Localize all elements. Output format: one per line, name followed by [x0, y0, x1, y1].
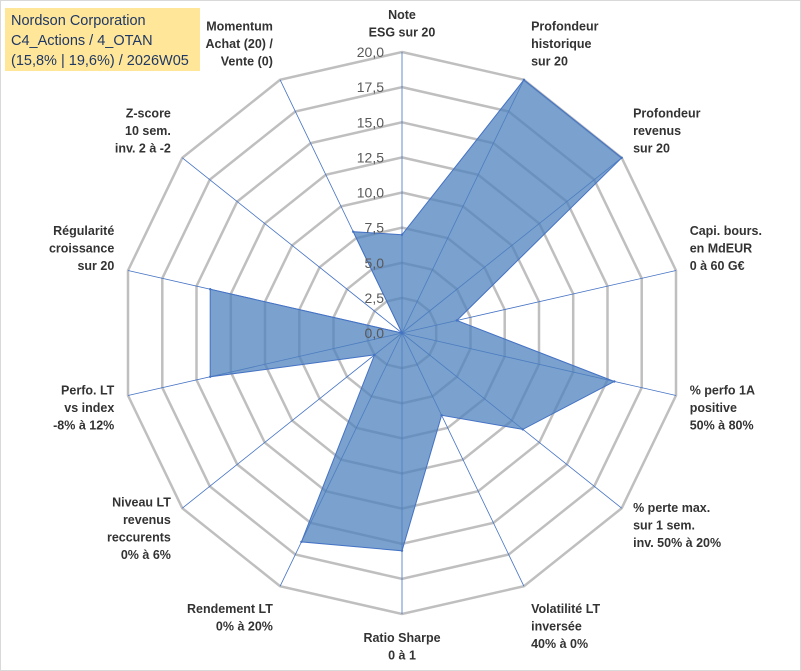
tick-label: 5,0	[365, 255, 385, 271]
axis-label: inv. 2 à -2	[115, 142, 171, 156]
tick-label: 10,0	[357, 185, 384, 201]
axis-label: % perfo 1A	[690, 383, 755, 397]
tick-label: 12,5	[357, 149, 384, 165]
axis-label: Momentum	[206, 20, 273, 34]
portfolio-info: C4_Actions / 4_OTAN	[11, 33, 153, 49]
axis-label: Volatilité LT	[531, 602, 600, 616]
data-point	[300, 540, 303, 544]
axis-label: 10 sem.	[125, 124, 171, 138]
info-box: Nordson Corporation C4_Actions / 4_OTAN …	[5, 8, 200, 71]
axis-label: sur 20	[77, 259, 114, 273]
axis-label: Profondeur	[531, 20, 598, 34]
data-point	[400, 233, 404, 236]
axis-label: revenus	[123, 513, 171, 527]
series-area	[209, 79, 623, 552]
data-point	[613, 380, 616, 383]
axis-label: Profondeur	[633, 107, 700, 121]
tick-label: 2,5	[365, 290, 385, 306]
axis-label: Note	[388, 8, 416, 22]
data-point	[373, 353, 376, 357]
axis-label: 0% à 20%	[216, 620, 273, 634]
axis-label: en MdEUR	[690, 242, 753, 256]
axis-label: Vente (0)	[221, 55, 273, 69]
tick-label: 17,5	[357, 79, 384, 95]
tick-label: 7,5	[365, 220, 385, 236]
axis-label: historique	[531, 37, 591, 51]
data-point	[209, 375, 212, 378]
axis-label: sur 20	[633, 142, 670, 156]
axis-label: Ratio Sharpe	[363, 631, 440, 645]
axis-label: Niveau LT	[112, 496, 171, 510]
data-point	[455, 319, 458, 322]
axis-label: 0% à 6%	[121, 548, 171, 562]
axis-label: ESG sur 20	[369, 26, 436, 40]
axis-label: Achat (20) /	[206, 37, 274, 51]
axis-label: Perfo. LT	[61, 383, 115, 397]
axis-label: croissance	[49, 242, 114, 256]
axis-label: inversée	[531, 620, 582, 634]
axis-label: vs index	[64, 401, 114, 415]
axis-label: -8% à 12%	[53, 418, 114, 432]
tick-label: 15,0	[357, 114, 384, 130]
axis-label: Rendement LT	[187, 602, 273, 616]
axis-label: positive	[690, 401, 737, 415]
data-point	[400, 331, 404, 335]
axis-label: 50% à 80%	[690, 418, 754, 432]
data-point	[620, 156, 623, 159]
data-point	[522, 78, 526, 82]
data-point	[352, 230, 355, 233]
axis-label: sur 1 sem.	[633, 518, 695, 532]
data-point	[440, 414, 443, 417]
tick-label: 20,0	[357, 44, 384, 60]
axis-label: inv. 50% à 20%	[633, 536, 721, 550]
axis-spoke	[182, 332, 403, 509]
tick-label: 0,0	[365, 325, 385, 341]
data-point	[521, 428, 524, 431]
company-name: Nordson Corporation	[11, 13, 146, 29]
axis-label: 40% à 0%	[531, 637, 588, 651]
axis-label: % perte max.	[633, 501, 710, 515]
axis-label: Régularité	[53, 224, 114, 238]
axis-label: sur 20	[531, 55, 568, 69]
data-point	[400, 549, 404, 552]
axis-label: reccurents	[107, 531, 171, 545]
axis-label: 0 à 60 G€	[690, 259, 745, 273]
axis-spoke	[182, 157, 403, 334]
axis-label: 0 à 1	[388, 649, 416, 663]
data-point	[209, 288, 212, 291]
axis-label: Z-score	[126, 107, 171, 121]
axis-label: Capi. bours.	[690, 224, 762, 238]
axis-label: revenus	[633, 124, 681, 138]
performance-info: (15,8% | 19,6%) / 2026W05	[11, 53, 189, 69]
